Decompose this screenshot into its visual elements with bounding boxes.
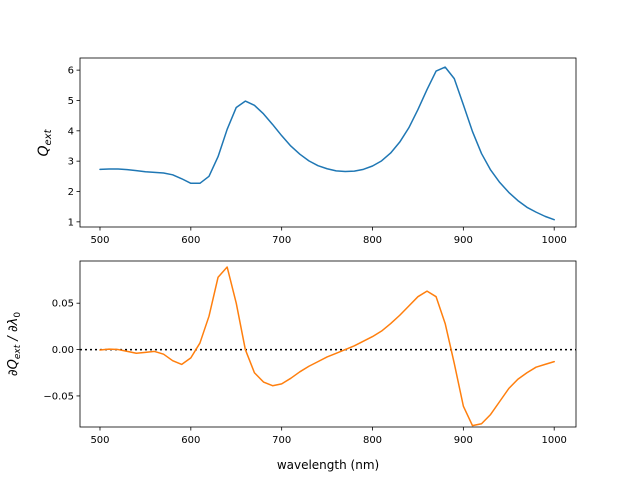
top-y-tick-label: 3 xyxy=(68,157,74,168)
top-axes-frame xyxy=(79,57,577,228)
top-x-tick-label: 500 xyxy=(90,235,109,246)
bottom-ticks: 500 600 700 800 900 1000 −0.05 0.00 0.05 xyxy=(43,299,567,446)
top-x-tick-label: 700 xyxy=(272,235,291,246)
bottom-x-tick-label: 900 xyxy=(454,435,473,446)
bottom-panel: 500 600 700 800 900 1000 −0.05 0.00 0.05 ∂Qext /… xyxy=(6,260,577,472)
top-y-axis-label: Qext xyxy=(36,128,54,156)
top-series-line-0 xyxy=(99,66,555,221)
top-panel: 500 600 700 800 900 1000 1 2 3 4 5 6 Qext xyxy=(36,57,577,246)
top-series xyxy=(99,66,555,221)
top-y-tick-label: 6 xyxy=(68,66,74,77)
top-y-tick-label: 1 xyxy=(68,217,74,228)
bottom-y-tick-label: −0.05 xyxy=(43,391,74,402)
bottom-x-tick-label: 1000 xyxy=(541,435,566,446)
top-x-tick-label: 800 xyxy=(363,235,382,246)
top-y-tick-label: 2 xyxy=(68,187,74,198)
top-y-tick-label: 4 xyxy=(68,126,74,137)
top-x-tick-label: 600 xyxy=(181,235,200,246)
bottom-series-line-0 xyxy=(99,266,555,427)
bottom-x-tick-label: 800 xyxy=(363,435,382,446)
top-y-tick-label: 5 xyxy=(68,96,74,107)
bottom-x-tick-label: 500 xyxy=(90,435,109,446)
top-x-tick-label: 900 xyxy=(454,235,473,246)
top-ticks: 500 600 700 800 900 1000 1 2 3 4 5 6 xyxy=(68,66,567,246)
top-x-tick-label: 1000 xyxy=(541,235,566,246)
bottom-y-axis-label: ∂Qext / ∂λ0 xyxy=(6,312,23,376)
bottom-y-tick-label: 0.00 xyxy=(52,345,74,356)
bottom-axes-frame xyxy=(79,260,577,428)
bottom-x-tick-label: 600 xyxy=(181,435,200,446)
bottom-y-tick-label: 0.05 xyxy=(52,299,74,310)
bottom-series xyxy=(99,266,555,427)
x-axis-label: wavelength (nm) xyxy=(277,458,379,472)
bottom-x-tick-label: 700 xyxy=(272,435,291,446)
